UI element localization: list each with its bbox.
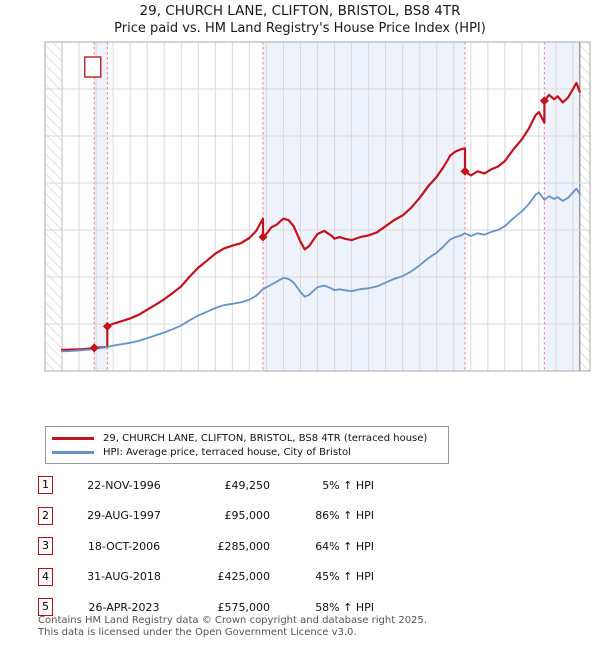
price-chart <box>44 41 591 372</box>
sale-date: 18-OCT-2006 <box>87 539 161 553</box>
sales-table: 1 22-NOV-1996 £49,250 5% ↑ HPI 2 29-AUG-… <box>38 470 374 623</box>
property-price-line <box>60 81 581 351</box>
property-line-swatch <box>52 436 94 440</box>
sale-price: £575,000 <box>217 600 271 614</box>
plot-border <box>44 41 591 372</box>
sale-hpi-diff: 58% ↑ HPI <box>315 600 374 614</box>
license-line-2: This data is licensed under the Open Gov… <box>38 626 357 638</box>
sale-marker <box>258 232 268 242</box>
sale-hpi-diff: 86% ↑ HPI <box>315 509 374 523</box>
license-note: Contains HM Land Registry data © Crown c… <box>38 615 427 638</box>
hpi-line <box>61 187 581 353</box>
sale-date: 26-APR-2023 <box>88 600 160 614</box>
legend-row-property: 29, CHURCH LANE, CLIFTON, BRISTOL, BS8 4… <box>52 431 444 445</box>
legend: 29, CHURCH LANE, CLIFTON, BRISTOL, BS8 4… <box>45 426 449 464</box>
sale-price: £425,000 <box>217 570 271 584</box>
sale-label-box <box>84 56 102 78</box>
sale-number-badge: 4 <box>38 567 53 586</box>
hpi-line-swatch <box>52 450 94 454</box>
sale-hpi-diff: 64% ↑ HPI <box>315 539 374 553</box>
no-data-band <box>579 42 590 371</box>
sale-price: £49,250 <box>224 478 271 492</box>
sale-date: 29-AUG-1997 <box>87 509 161 523</box>
table-row: 2 29-AUG-1997 £95,000 86% ↑ HPI <box>38 501 374 532</box>
sale-marker <box>102 321 112 331</box>
license-line-1: Contains HM Land Registry data © Crown c… <box>38 615 427 626</box>
legend-label-property: 29, CHURCH LANE, CLIFTON, BRISTOL, BS8 4… <box>103 432 428 444</box>
sale-date: 31-AUG-2018 <box>87 570 161 584</box>
no-data-band <box>45 42 63 371</box>
legend-label-hpi: HPI: Average price, terraced house, City… <box>103 446 351 458</box>
sale-number-badge: 5 <box>38 598 53 617</box>
legend-row-hpi: HPI: Average price, terraced house, City… <box>52 445 444 459</box>
ownership-band <box>263 42 465 371</box>
sale-marker <box>539 96 549 106</box>
table-row: 4 31-AUG-2018 £425,000 45% ↑ HPI <box>38 562 374 593</box>
sale-hpi-diff: 45% ↑ HPI <box>315 570 374 584</box>
sale-price: £95,000 <box>224 509 271 523</box>
sale-marker <box>460 166 470 176</box>
sale-hpi-diff: 5% ↑ HPI <box>322 478 374 492</box>
page-title: 29, CHURCH LANE, CLIFTON, BRISTOL, BS8 4… <box>139 3 461 19</box>
sale-date: 22-NOV-1996 <box>87 478 161 492</box>
table-row: 1 22-NOV-1996 £49,250 5% ↑ HPI <box>38 470 374 501</box>
page-subtitle: Price paid vs. HM Land Registry's House … <box>114 21 486 36</box>
ownership-band <box>544 42 580 371</box>
sale-number-badge: 2 <box>38 506 53 525</box>
table-row: 3 18-OCT-2006 £285,000 64% ↑ HPI <box>38 531 374 562</box>
sale-number-badge: 3 <box>38 537 53 556</box>
table-row: 5 26-APR-2023 £575,000 58% ↑ HPI <box>38 592 374 623</box>
sale-number-badge: 1 <box>38 476 53 495</box>
ownership-band <box>94 42 108 371</box>
sale-price: £285,000 <box>217 539 271 553</box>
sale-marker <box>89 343 99 353</box>
